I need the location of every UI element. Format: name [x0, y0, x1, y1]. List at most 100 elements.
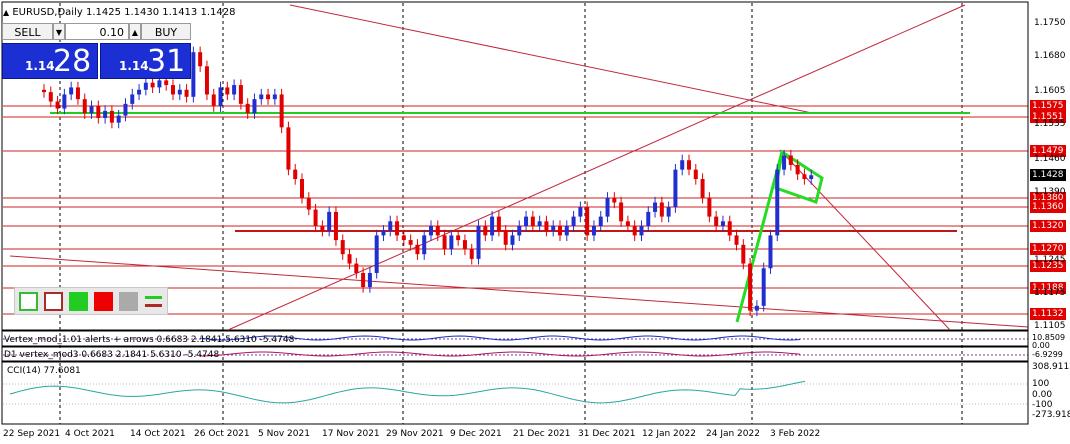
candle-body	[537, 221, 542, 226]
candle-body	[96, 106, 101, 118]
candle-body	[727, 221, 732, 236]
candle-body	[401, 235, 406, 241]
lines-icon	[144, 292, 163, 311]
date-tick: 31 Dec 2021	[578, 429, 636, 439]
sell-price-big: 28	[53, 44, 92, 79]
candle-body	[191, 52, 196, 97]
candle-body	[510, 235, 515, 245]
candle-body	[347, 254, 352, 264]
candle-body	[775, 169, 780, 236]
candle-body	[198, 52, 203, 67]
candle-body	[490, 216, 495, 236]
candle-body	[103, 110, 108, 118]
descending-trendline-2[interactable]	[779, 149, 951, 331]
candle-body	[204, 66, 209, 95]
price-label: 1.1132	[1030, 308, 1066, 320]
candle-body	[123, 103, 128, 116]
ascending-trendline[interactable]	[227, 4, 966, 331]
date-tick: 12 Jan 2022	[642, 429, 696, 439]
candle-body	[245, 103, 250, 114]
candle-body	[150, 82, 155, 88]
candle-body	[225, 87, 230, 95]
sell-button[interactable]: SELL	[2, 23, 53, 40]
lot-decrease-button[interactable]: ▼	[53, 23, 65, 40]
candle-body	[605, 197, 610, 217]
candle-body	[354, 263, 359, 273]
candle-body	[456, 235, 461, 241]
candle-body	[259, 94, 264, 100]
triangle-up-icon: ▲	[3, 8, 10, 17]
candle-body	[673, 169, 678, 208]
candle-body	[632, 226, 637, 236]
candle-body	[429, 226, 433, 236]
candle-body	[496, 216, 501, 231]
date-tick: 4 Oct 2021	[65, 429, 115, 439]
candle-body	[680, 160, 685, 170]
cci-panel-frame	[1, 361, 1029, 425]
flagpole-line[interactable]	[735, 151, 784, 323]
price-label: 1.1551	[1030, 111, 1066, 123]
candle-body	[333, 211, 338, 241]
candle-body	[340, 240, 345, 255]
date-tick: 17 Nov 2021	[322, 429, 380, 439]
candle-body	[381, 230, 386, 236]
cci-axis-max: 308.9112	[1032, 362, 1070, 372]
candle-body	[279, 94, 284, 128]
period-separators	[59, 3, 963, 424]
cci-axis-100: 100	[1032, 379, 1050, 389]
date-tick: 9 Dec 2021	[450, 429, 502, 439]
candle-body	[768, 235, 773, 269]
price-axis-tick: 1.1105	[1034, 321, 1066, 331]
candle-body	[653, 202, 658, 212]
candle-body	[395, 221, 400, 236]
candle-body	[435, 226, 440, 236]
candle-body	[313, 209, 318, 226]
candle-body	[143, 82, 148, 90]
lot-increase-button[interactable]: ▲	[129, 23, 141, 40]
price-axis-tick: 1.1535	[1034, 119, 1066, 129]
candle-body	[741, 244, 746, 264]
candle-body	[625, 221, 630, 226]
buy-price-box[interactable]: 1.14 31	[100, 43, 191, 79]
candle-body	[361, 272, 366, 288]
empty-green-box-icon	[19, 292, 38, 311]
vertex2-series	[199, 351, 801, 357]
buy-price-big: 31	[147, 44, 186, 79]
candle-body	[130, 94, 135, 104]
candle-body	[374, 235, 379, 273]
candle-body	[48, 92, 53, 102]
buy-button[interactable]: BUY	[141, 23, 191, 40]
date-tick: 24 Jan 2022	[706, 429, 760, 439]
price-label: 1.1235	[1030, 260, 1066, 272]
lot-size-input[interactable]: 0.10	[65, 23, 129, 40]
date-tick: 5 Nov 2021	[258, 429, 310, 439]
candle-legend-box	[14, 287, 168, 315]
price-label: 1.1188	[1030, 282, 1066, 294]
sell-price-box[interactable]: 1.14 28	[2, 43, 98, 79]
cci-axis-min: -273.918	[1032, 410, 1070, 420]
price-axis-tick: 1.1605	[1034, 86, 1066, 96]
candle-body	[137, 89, 142, 95]
candle-body	[809, 175, 814, 180]
buy-price-small: 1.14	[119, 59, 149, 73]
candle-body	[795, 164, 800, 175]
price-axis-tick: 1.1680	[1034, 51, 1066, 61]
descending-trendline[interactable]	[9, 255, 1029, 328]
price-label: 1.1479	[1030, 145, 1066, 157]
candle-body	[266, 94, 271, 100]
candle-body	[483, 226, 488, 236]
candle-body	[408, 240, 413, 245]
candle-body	[109, 110, 114, 123]
one-click-trading-panel[interactable]: SELL ▼ 0.10 ▲ BUY 1.14 28 1.14 31	[2, 23, 191, 80]
candle-body	[171, 85, 175, 95]
candle-body	[157, 80, 162, 88]
candle-body	[564, 226, 569, 236]
date-tick: 14 Oct 2021	[130, 429, 186, 439]
date-tick: 21 Dec 2021	[513, 429, 571, 439]
candle-body	[238, 85, 243, 104]
candle-body	[524, 216, 529, 226]
candle-body	[700, 179, 705, 198]
candle-body	[55, 101, 60, 109]
